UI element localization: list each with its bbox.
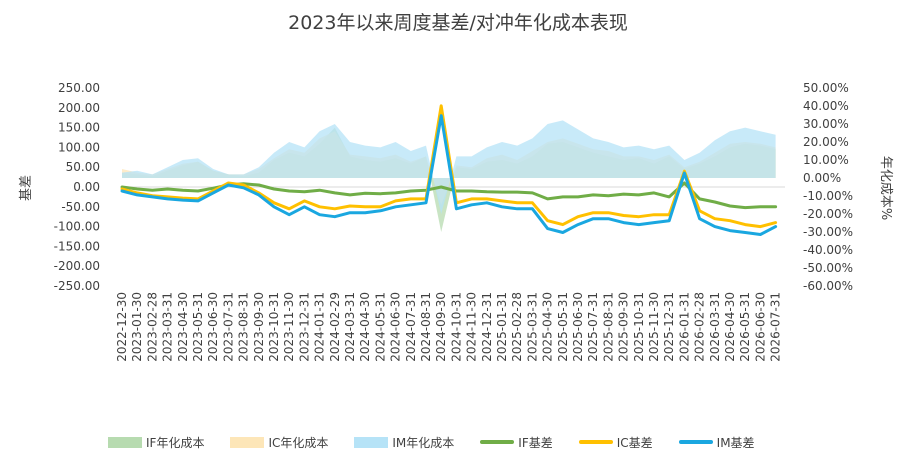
y2-tick-label: -40.00% xyxy=(803,243,853,257)
x-tick-label: 2022-12-30 xyxy=(115,292,129,362)
x-tick-label: 2024-02-29 xyxy=(328,292,342,362)
legend-swatch xyxy=(480,440,515,444)
x-tick-label: 2023-05-31 xyxy=(191,292,205,362)
y2-tick-label: -20.00% xyxy=(803,207,853,221)
legend-label: IC年化成本 xyxy=(268,435,329,450)
legend-item: IC基差 xyxy=(578,434,653,451)
x-tick-label: 2024-07-31 xyxy=(404,292,418,362)
x-tick-label: 2026-02-28 xyxy=(693,292,707,362)
legend-item: IC年化成本 xyxy=(230,434,328,451)
y-axis-title: 基差 xyxy=(19,175,34,201)
legend-swatch xyxy=(108,436,142,448)
x-tick-label: 2024-05-31 xyxy=(373,292,387,362)
line-IM基差 xyxy=(120,114,778,236)
legend-item: IF年化成本 xyxy=(108,434,204,451)
x-tick-label: 2023-12-31 xyxy=(297,292,311,362)
legend-item: IM基差 xyxy=(678,434,755,451)
legend-label: IF年化成本 xyxy=(146,435,205,450)
x-tick-label: 2025-02-28 xyxy=(510,292,524,362)
x-tick-label: 2025-05-31 xyxy=(556,292,570,362)
x-tick-label: 2023-10-31 xyxy=(267,292,281,362)
legend-swatch xyxy=(578,440,613,444)
legend-label: IM年化成本 xyxy=(392,435,455,450)
y2-tick-label: -50.00% xyxy=(803,261,853,275)
x-tick-label: 2024-10-31 xyxy=(449,292,463,362)
x-tick-label: 2024-04-30 xyxy=(358,292,372,362)
x-tick-label: 2024-06-30 xyxy=(389,292,403,362)
x-tick-label: 2023-11-30 xyxy=(282,292,296,362)
x-tick-label: 2026-07-31 xyxy=(769,292,783,362)
cost-area-group xyxy=(122,120,776,232)
y2-tick-label: 50.00% xyxy=(803,81,849,95)
legend: IF年化成本 IC年化成本 IM年化成本 IF基差 IC基差 IM基差 xyxy=(108,432,781,452)
x-tick-label: 2025-01-31 xyxy=(495,292,509,362)
y-tick-label: -200.00 xyxy=(54,259,100,273)
x-tick-label: 2025-08-31 xyxy=(601,292,615,362)
chart-title: 2023年以来周度基差/对冲年化成本表现 xyxy=(288,12,628,34)
x-tick-label: 2023-07-31 xyxy=(221,292,235,362)
y-tick-label: 50.00 xyxy=(66,160,100,174)
y-tick-label: -50.00 xyxy=(61,200,100,214)
legend-label: IM基差 xyxy=(716,435,755,450)
x-tick-label: 2026-04-30 xyxy=(723,292,737,362)
y2-tick-label: -60.00% xyxy=(803,279,853,293)
legend-label: IC基差 xyxy=(616,435,653,450)
y2-axis-title: 年化成本% xyxy=(878,156,893,220)
y-tick-label: -250.00 xyxy=(54,279,100,293)
x-tick-label: 2024-03-31 xyxy=(343,292,357,362)
x-tick-label: 2026-06-30 xyxy=(753,292,767,362)
x-tick-label: 2024-01-31 xyxy=(313,292,327,362)
x-axis-ticks: 2022-12-30 2023-01-30 2023-02-28 2023-03-31… xyxy=(115,292,783,362)
y-tick-label: 200.00 xyxy=(58,101,100,115)
y2-tick-label: 20.00% xyxy=(803,135,849,149)
legend-item: IM年化成本 xyxy=(354,434,454,451)
x-tick-label: 2025-10-31 xyxy=(632,292,646,362)
x-tick-label: 2024-12-31 xyxy=(480,292,494,362)
x-tick-label: 2024-09-30 xyxy=(434,292,448,362)
x-tick-label: 2025-09-30 xyxy=(617,292,631,362)
y-tick-label: -100.00 xyxy=(54,220,100,234)
x-tick-label: 2025-06-30 xyxy=(571,292,585,362)
legend-label: IF基差 xyxy=(518,435,553,450)
x-tick-label: 2025-04-30 xyxy=(541,292,555,362)
y-tick-label: 250.00 xyxy=(58,81,100,95)
x-tick-label: 2023-04-30 xyxy=(176,292,190,362)
x-tick-label: 2024-08-31 xyxy=(419,292,433,362)
x-tick-label: 2024-11-30 xyxy=(465,292,479,362)
x-tick-label: 2023-06-30 xyxy=(206,292,220,362)
y2-tick-label: 10.00% xyxy=(803,153,849,167)
y-tick-label: 100.00 xyxy=(58,140,100,154)
y2-tick-label: 30.00% xyxy=(803,117,849,131)
legend-item: IF基差 xyxy=(480,434,553,451)
y-axis-right-ticks: 50.00% 40.00% 30.00% 20.00% 10.00% 0.00% -10.0… xyxy=(803,81,853,293)
y2-tick-label: 40.00% xyxy=(803,99,849,113)
x-tick-label: 2023-02-28 xyxy=(145,292,159,362)
x-tick-label: 2026-05-31 xyxy=(738,292,752,362)
legend-swatch xyxy=(354,436,389,448)
x-tick-label: 2025-11-30 xyxy=(647,292,661,362)
x-tick-label: 2025-03-31 xyxy=(525,292,539,362)
legend-swatch xyxy=(678,440,713,444)
y-tick-label: -150.00 xyxy=(54,239,100,253)
y2-tick-label: 0.00% xyxy=(803,171,841,185)
x-tick-label: 2025-12-31 xyxy=(662,292,676,362)
x-tick-label: 2025-07-31 xyxy=(586,292,600,362)
x-tick-label: 2026-03-31 xyxy=(708,292,722,362)
legend-swatch xyxy=(230,436,265,448)
x-tick-label: 2023-08-31 xyxy=(237,292,251,362)
basis-line-group xyxy=(120,104,778,236)
y2-tick-label: -10.00% xyxy=(803,189,853,203)
x-tick-label: 2023-03-31 xyxy=(161,292,175,362)
y2-tick-label: -30.00% xyxy=(803,225,853,239)
x-tick-label: 2023-09-30 xyxy=(252,292,266,362)
x-tick-label: 2023-01-30 xyxy=(130,292,144,362)
y-axis-left-ticks: 250.00 200.00 150.00 100.00 50.00 0.00 -50.00 -… xyxy=(54,81,100,293)
area-IM年化成本 xyxy=(122,120,776,214)
y-tick-label: 150.00 xyxy=(58,121,100,135)
y-tick-label: 0.00 xyxy=(73,180,100,194)
x-tick-label: 2026-01-31 xyxy=(677,292,691,362)
